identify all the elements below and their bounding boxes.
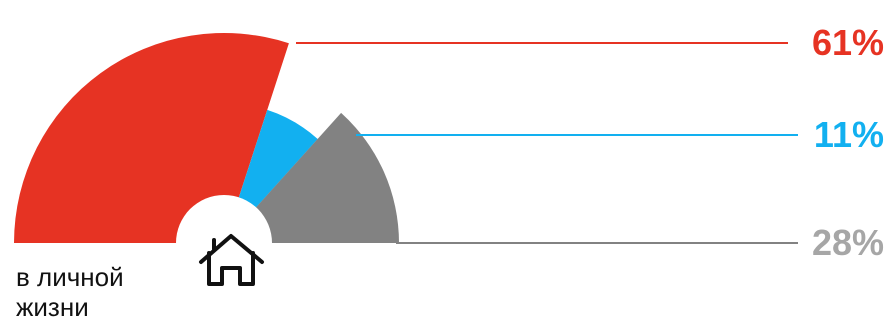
caption-line-2: жизни [16, 292, 89, 322]
caption-line-1: в личной [16, 262, 124, 292]
chart-caption: в личной жизни [16, 262, 124, 322]
value-labels: 61% 11% 28% [812, 22, 884, 263]
slice-3 [224, 112, 399, 244]
value-label-1: 61% [812, 22, 884, 63]
value-label-2: 11% [814, 114, 884, 155]
house-icon [199, 234, 264, 286]
leader-lines [296, 42, 798, 244]
value-label-3: 28% [812, 222, 884, 263]
slice-1 [14, 33, 289, 244]
